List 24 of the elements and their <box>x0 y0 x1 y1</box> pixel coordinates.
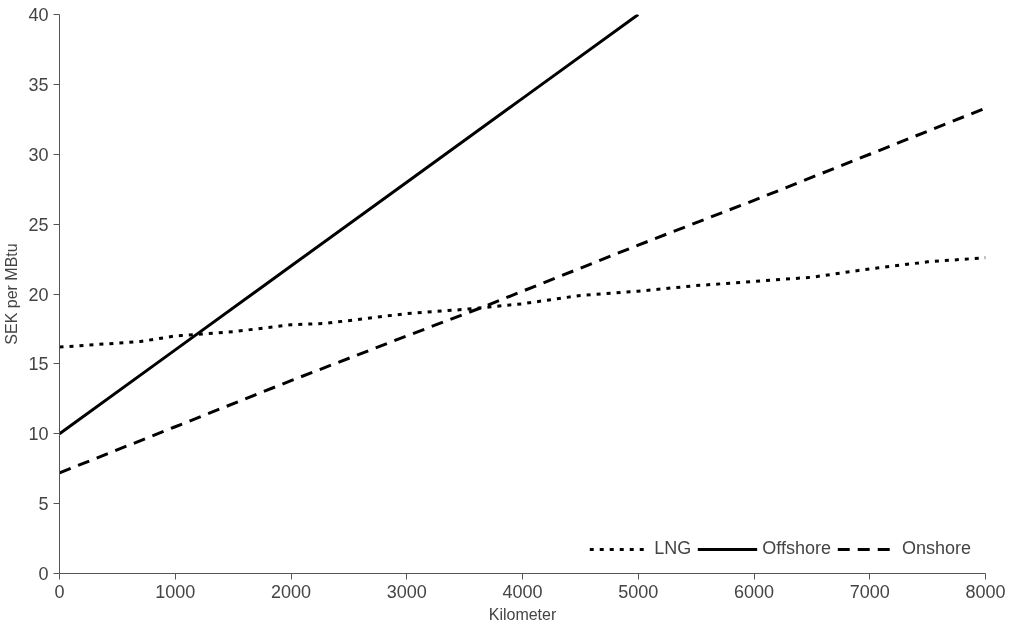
y-tick-label: 30 <box>28 144 49 165</box>
y-axis-title: SEK per MBtu <box>3 243 21 345</box>
x-tick-label: 6000 <box>733 581 775 602</box>
line-series <box>59 106 986 475</box>
y-tick-label: 40 <box>28 5 49 25</box>
x-tick-label: 2000 <box>270 581 312 602</box>
y-tick-label: 5 <box>38 494 49 515</box>
x-tick-label: 3000 <box>386 581 427 602</box>
y-tick-label: 35 <box>28 74 49 95</box>
y-tick-label: 20 <box>28 284 49 305</box>
y-tick-label: 25 <box>28 214 49 235</box>
x-tick-label: 0 <box>54 581 65 602</box>
x-axis-title: Kilometer <box>488 605 557 623</box>
x-tick-label: 4000 <box>502 581 543 602</box>
legend-label: Onshore <box>901 538 971 559</box>
y-tick-label: 0 <box>38 564 49 584</box>
legend-label: Offshore <box>762 538 831 559</box>
y-tick-label: 10 <box>28 424 49 445</box>
x-tick-label: 1000 <box>155 581 196 602</box>
legend-label: LNG <box>654 538 692 559</box>
x-tick-label: 7000 <box>849 581 890 602</box>
x-tick-label: 5000 <box>618 581 659 602</box>
y-tick-label: 15 <box>28 354 49 375</box>
x-tick-label: 8000 <box>965 581 1006 602</box>
